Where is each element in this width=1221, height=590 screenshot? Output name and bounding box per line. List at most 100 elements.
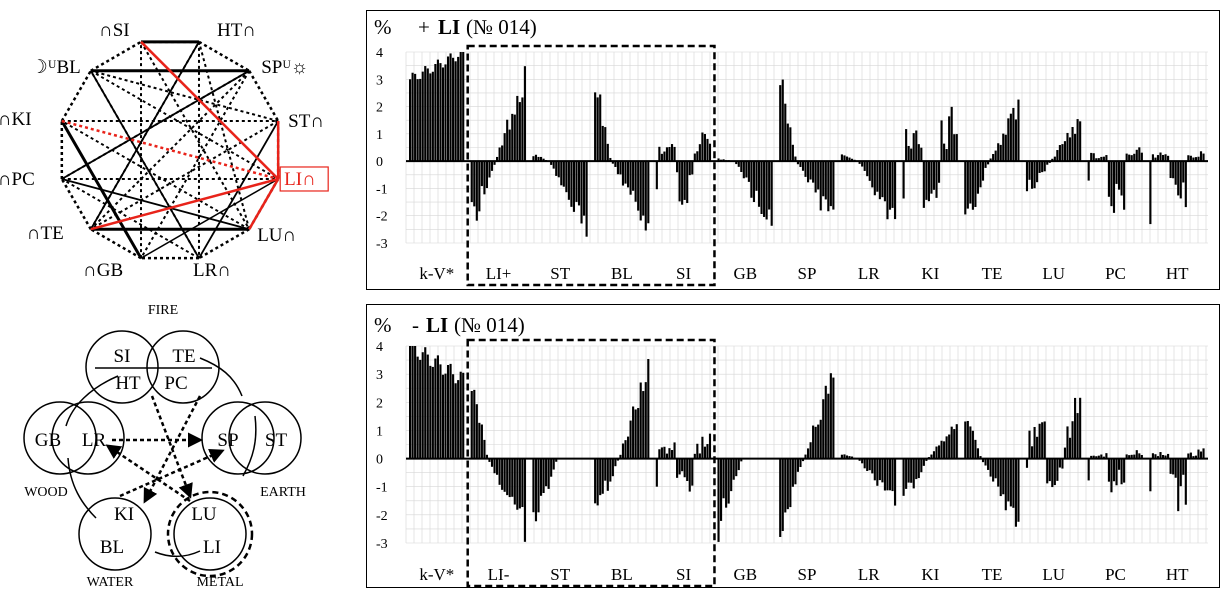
chart-title-prefix: %	[374, 15, 392, 39]
data-bar	[473, 389, 476, 459]
data-bar	[619, 161, 622, 175]
five-elements-pc-label: PC	[164, 373, 187, 394]
data-bar	[1066, 426, 1069, 459]
data-bar	[1172, 161, 1175, 179]
data-bar	[1033, 426, 1036, 459]
data-bar	[768, 161, 771, 210]
data-bar	[614, 458, 617, 467]
five-elements-ki-label: KI	[114, 504, 134, 525]
data-bar	[452, 374, 455, 459]
data-bar	[871, 458, 874, 474]
data-bar	[750, 161, 753, 198]
data-bar	[480, 161, 483, 187]
data-bar	[1030, 446, 1034, 459]
data-bar	[871, 161, 874, 188]
data-bar	[639, 161, 642, 221]
data-bar	[1095, 158, 1098, 162]
data-bar	[470, 161, 473, 203]
y-tick-label: -3	[376, 537, 388, 552]
data-bar	[483, 161, 486, 195]
data-bar	[660, 153, 663, 162]
data-bar	[488, 458, 491, 462]
data-bar	[1187, 453, 1190, 459]
data-bar	[737, 161, 740, 167]
data-bar	[829, 373, 832, 459]
data-bar	[840, 454, 843, 459]
data-bar	[547, 458, 550, 489]
data-bar	[1076, 119, 1079, 162]
data-bar	[786, 123, 789, 162]
data-bar	[807, 448, 810, 459]
data-bar	[441, 374, 445, 459]
data-bar	[416, 356, 419, 459]
y-tick-label: -2	[376, 210, 388, 225]
data-bar	[866, 458, 869, 472]
dotted-chord	[90, 120, 279, 231]
data-bar	[1017, 99, 1020, 162]
data-bar	[673, 146, 676, 162]
data-bar	[770, 161, 773, 226]
data-bar	[639, 382, 642, 459]
data-bar	[426, 354, 429, 459]
node-label-li: LI∩	[284, 169, 316, 190]
data-bar	[693, 153, 696, 162]
data-bar	[827, 161, 830, 212]
red-dotted-chord	[61, 119, 279, 181]
data-bar	[848, 456, 851, 459]
data-bar	[1110, 458, 1113, 493]
data-bar	[845, 455, 849, 459]
data-bar	[670, 144, 674, 162]
five-elements-li-label: LI	[203, 537, 221, 558]
data-bar	[824, 385, 827, 459]
data-bar	[886, 458, 889, 491]
data-bar	[663, 446, 666, 459]
data-bar	[976, 448, 980, 459]
data-bar	[621, 161, 625, 186]
data-bar	[1133, 454, 1136, 459]
data-bar	[922, 161, 925, 208]
data-bar	[658, 146, 661, 162]
y-tick-label: 3	[376, 73, 383, 88]
metal-circle-dashed	[166, 490, 254, 578]
data-bar	[1041, 422, 1044, 459]
data-bar	[1100, 156, 1103, 162]
data-bar	[532, 156, 535, 162]
data-bar	[779, 458, 782, 537]
data-bar	[421, 352, 424, 459]
data-bar	[454, 61, 457, 162]
data-bar	[496, 156, 499, 162]
data-bar	[446, 365, 450, 459]
data-bar	[863, 161, 866, 171]
data-bar	[817, 161, 820, 190]
data-bar	[436, 59, 439, 162]
data-bar	[1117, 458, 1121, 470]
data-bar	[414, 346, 417, 459]
data-bar	[974, 439, 977, 459]
data-bar	[601, 458, 604, 494]
data-bar	[752, 161, 756, 203]
data-bar	[727, 458, 730, 504]
y-tick-label: 2	[376, 101, 383, 116]
data-bar	[462, 52, 465, 162]
data-bar	[1074, 397, 1077, 459]
data-bar	[1046, 458, 1049, 484]
data-bar	[1087, 458, 1090, 481]
data-bar	[987, 458, 990, 470]
data-bar	[701, 132, 704, 162]
data-bar	[1061, 144, 1064, 162]
highlight-box	[466, 338, 716, 588]
data-bar	[594, 458, 597, 504]
data-bar	[609, 157, 612, 162]
data-bar	[742, 161, 745, 179]
data-bar	[493, 161, 496, 165]
five-elements-te-label: TE	[172, 346, 195, 367]
data-bar	[981, 161, 985, 181]
data-bar	[955, 424, 958, 459]
dotted-chord	[198, 41, 251, 230]
control-arrows	[105, 395, 225, 504]
data-bar	[1095, 456, 1098, 459]
data-bar	[1130, 155, 1133, 162]
data-bar	[1051, 158, 1054, 162]
data-bar	[629, 420, 632, 459]
data-bar	[861, 458, 864, 464]
